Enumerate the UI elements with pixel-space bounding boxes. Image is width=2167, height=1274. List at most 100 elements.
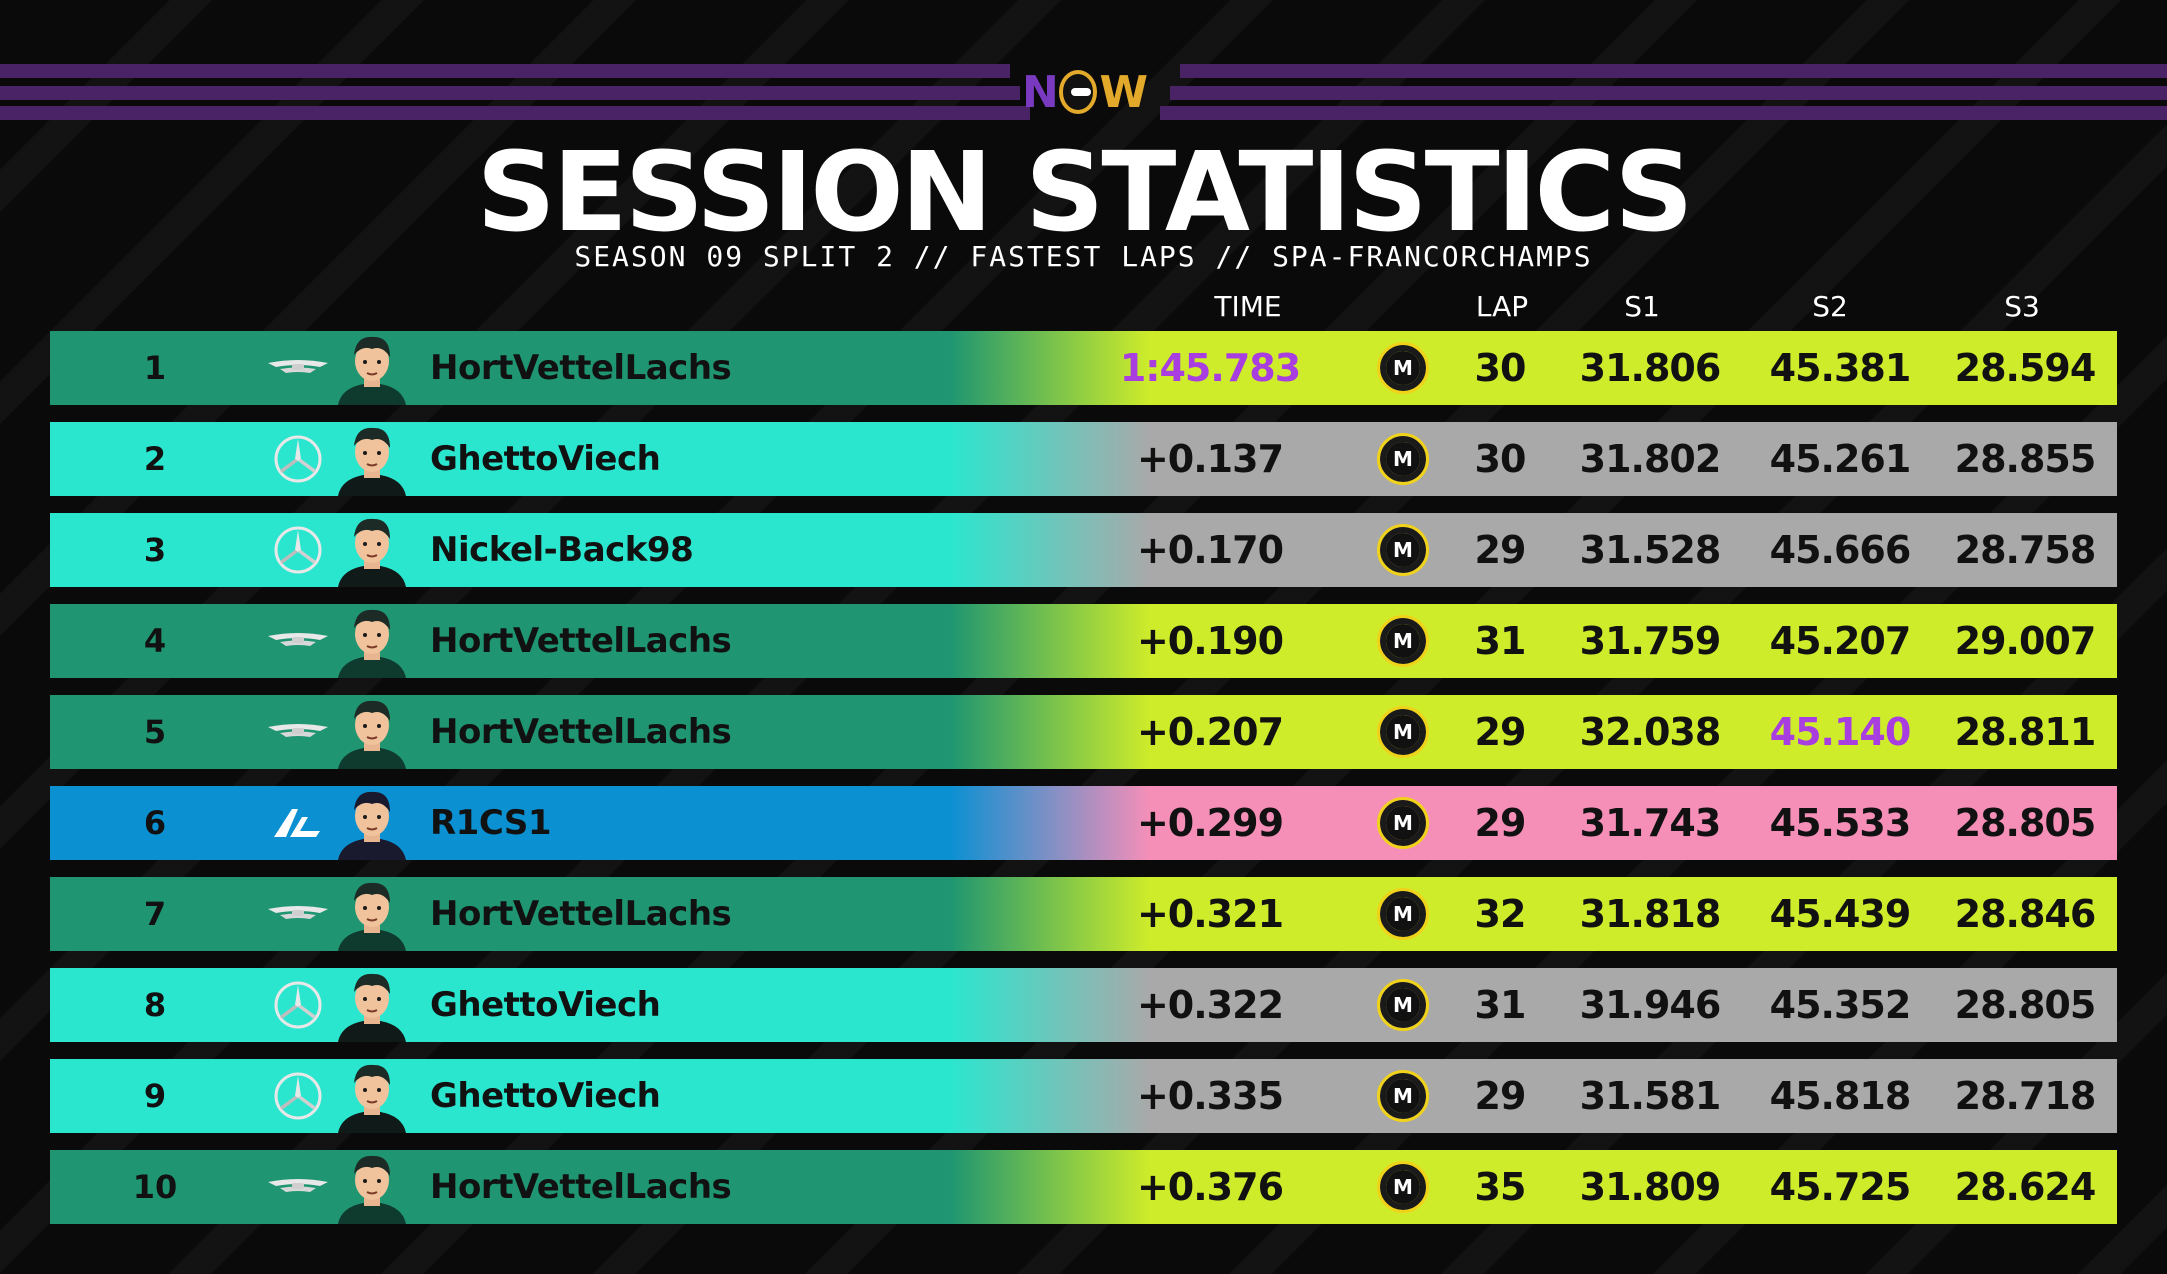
header-band bbox=[1160, 106, 2167, 120]
driver-avatar bbox=[332, 331, 412, 405]
row-color-blend bbox=[950, 877, 1150, 951]
column-header-lap: LAP bbox=[1475, 290, 1529, 323]
sector-2-time: 45.439 bbox=[1769, 892, 1912, 936]
table-row: 3 Nickel-Back98 +0.170 M 29 31.528 45.666 28.75… bbox=[50, 513, 2117, 587]
sector-3-time: 28.805 bbox=[1954, 983, 2097, 1027]
lap-time: 1:45.783 bbox=[1119, 346, 1301, 390]
row-team-color-right bbox=[970, 786, 2117, 860]
row-team-color-left bbox=[50, 513, 970, 587]
column-header-s3: S3 bbox=[2004, 290, 2040, 323]
sector-1-time: 31.743 bbox=[1579, 801, 1722, 845]
sector-1-time: 31.759 bbox=[1579, 619, 1722, 663]
driver-name: HortVettelLachs bbox=[430, 1167, 732, 1207]
logo-letter-n: N bbox=[1022, 66, 1059, 118]
lap-number: 30 bbox=[1474, 346, 1527, 390]
position-number: 9 bbox=[143, 1077, 167, 1115]
driver-name: HortVettelLachs bbox=[430, 894, 732, 934]
tyre-compound-label: M bbox=[1386, 351, 1420, 385]
team-logo-icon bbox=[258, 343, 338, 393]
tyre-compound-label: M bbox=[1386, 988, 1420, 1022]
lap-time: +0.376 bbox=[1136, 1165, 1284, 1209]
table-row: 6 R1CS1 +0.299 M 29 31.743 45.533 28.805 bbox=[50, 786, 2117, 860]
table-row: 5 HortVettelLachs +0.207 M 29 32.038 45.140 28.… bbox=[50, 695, 2117, 769]
row-color-blend bbox=[950, 695, 1150, 769]
position-number: 10 bbox=[132, 1168, 178, 1206]
page-title: SESSION STATISTICS bbox=[476, 128, 1693, 256]
sector-2-time: 45.140 bbox=[1769, 710, 1912, 754]
team-logo-icon bbox=[258, 1162, 338, 1212]
sector-3-time: 29.007 bbox=[1954, 619, 2097, 663]
team-logo-icon bbox=[258, 1071, 338, 1121]
driver-name: GhettoViech bbox=[430, 439, 661, 479]
team-logo-icon bbox=[258, 616, 338, 666]
lap-number: 32 bbox=[1474, 892, 1527, 936]
driver-avatar bbox=[332, 1059, 412, 1133]
row-team-color-right bbox=[970, 331, 2117, 405]
driver-name: HortVettelLachs bbox=[430, 712, 732, 752]
tyre-compound-label: M bbox=[1386, 897, 1420, 931]
sector-3-time: 28.811 bbox=[1954, 710, 2097, 754]
team-logo-icon bbox=[258, 980, 338, 1030]
driver-avatar bbox=[332, 422, 412, 496]
position-number: 8 bbox=[143, 986, 167, 1024]
row-team-color-right bbox=[970, 695, 2117, 769]
row-team-color-left bbox=[50, 786, 970, 860]
position-number: 6 bbox=[143, 804, 167, 842]
team-logo-icon bbox=[258, 798, 338, 848]
lap-time: +0.321 bbox=[1136, 892, 1284, 936]
position-number: 3 bbox=[143, 531, 167, 569]
sector-1-time: 32.038 bbox=[1579, 710, 1722, 754]
driver-avatar bbox=[332, 513, 412, 587]
driver-avatar bbox=[332, 877, 412, 951]
lap-number: 29 bbox=[1474, 710, 1527, 754]
row-team-color-right bbox=[970, 513, 2117, 587]
header-band bbox=[0, 86, 1020, 100]
lap-time: +0.207 bbox=[1136, 710, 1284, 754]
driver-avatar bbox=[332, 604, 412, 678]
sector-2-time: 45.725 bbox=[1769, 1165, 1912, 1209]
row-team-color-left bbox=[50, 695, 970, 769]
sector-1-time: 31.802 bbox=[1579, 437, 1722, 481]
team-logo-icon bbox=[258, 525, 338, 575]
tyre-compound-label: M bbox=[1386, 715, 1420, 749]
lap-time: +0.299 bbox=[1136, 801, 1284, 845]
sector-3-time: 28.758 bbox=[1954, 528, 2097, 572]
column-header-s1: S1 bbox=[1624, 290, 1660, 323]
driver-avatar bbox=[332, 695, 412, 769]
position-number: 1 bbox=[143, 349, 167, 387]
table-row: 8 GhettoViech +0.322 M 31 31.946 45.352 28.805 bbox=[50, 968, 2117, 1042]
table-row: 2 GhettoViech +0.137 M 30 31.802 45.261 28.855 bbox=[50, 422, 2117, 496]
medium-tyre-icon: M bbox=[1377, 888, 1429, 940]
row-color-blend bbox=[950, 422, 1150, 496]
medium-tyre-icon: M bbox=[1377, 797, 1429, 849]
sector-3-time: 28.594 bbox=[1954, 346, 2097, 390]
position-number: 4 bbox=[143, 622, 167, 660]
lap-time: +0.322 bbox=[1136, 983, 1284, 1027]
sector-1-time: 31.806 bbox=[1579, 346, 1722, 390]
header-band bbox=[0, 106, 1030, 120]
sector-1-time: 31.809 bbox=[1579, 1165, 1722, 1209]
position-number: 2 bbox=[143, 440, 167, 478]
header-band bbox=[0, 64, 1010, 78]
table-row: 1 HortVettelLachs 1:45.783 M 30 31.806 45.381 2… bbox=[50, 331, 2117, 405]
column-header-time: TIME bbox=[1214, 290, 1282, 323]
sector-3-time: 28.855 bbox=[1954, 437, 2097, 481]
row-team-color-left bbox=[50, 1150, 970, 1224]
header-band bbox=[1180, 64, 2167, 78]
driver-name: HortVettelLachs bbox=[430, 348, 732, 388]
table-row: 4 HortVettelLachs +0.190 M 31 31.759 45.207 29.… bbox=[50, 604, 2117, 678]
lap-number: 35 bbox=[1474, 1165, 1527, 1209]
lap-number: 31 bbox=[1474, 983, 1527, 1027]
sector-1-time: 31.818 bbox=[1579, 892, 1722, 936]
row-team-color-left bbox=[50, 1059, 970, 1133]
row-color-blend bbox=[950, 968, 1150, 1042]
sector-3-time: 28.846 bbox=[1954, 892, 2097, 936]
position-number: 5 bbox=[143, 713, 167, 751]
sector-3-time: 28.805 bbox=[1954, 801, 2097, 845]
sector-1-time: 31.946 bbox=[1579, 983, 1722, 1027]
logo-letter-w: W bbox=[1099, 66, 1148, 118]
logo-helmet-icon bbox=[1058, 70, 1098, 114]
sector-3-time: 28.718 bbox=[1954, 1074, 2097, 1118]
driver-name: GhettoViech bbox=[430, 985, 661, 1025]
row-color-blend bbox=[950, 1059, 1150, 1133]
